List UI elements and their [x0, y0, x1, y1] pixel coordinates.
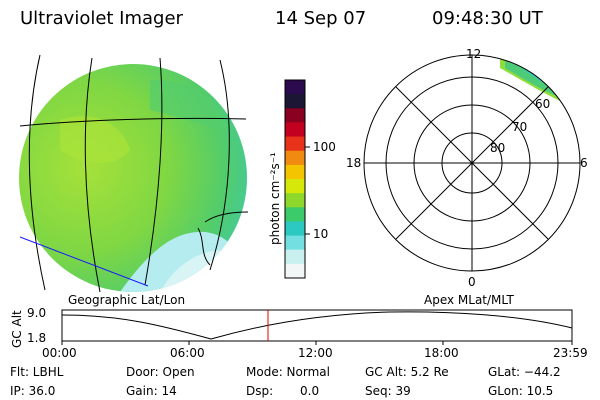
- mlt-label-12: 12: [466, 47, 482, 61]
- colorbar-segment: [285, 207, 305, 222]
- page-title: Ultraviolet Imager: [20, 8, 183, 29]
- info-glat: GLat: −44.2: [488, 365, 561, 379]
- left-map-caption: Geographic Lat/Lon: [68, 293, 186, 307]
- colorbar-tick-100: 100: [313, 140, 336, 154]
- colorbar-segment: [285, 94, 305, 109]
- xtick-1800: 18:00: [424, 346, 459, 360]
- colorbar: [284, 79, 310, 279]
- mlt-label-6: 6: [580, 156, 588, 170]
- colorbar-segment: [285, 80, 305, 95]
- xtick-1200: 12:00: [298, 346, 333, 360]
- mlt-label-0: 0: [468, 275, 476, 289]
- header-time: 09:48:30 UT: [432, 8, 543, 29]
- info-gain: Gain: 14: [126, 384, 177, 398]
- info-glon: GLon: 10.5: [488, 384, 554, 398]
- xtick-0600: 06:00: [170, 346, 205, 360]
- colorbar-segment: [285, 235, 305, 251]
- info-ip: IP: 36.0: [10, 384, 56, 398]
- colorbar-segment: [285, 179, 305, 194]
- colorbar-unit-label: photon cm⁻²s⁻¹: [268, 152, 282, 245]
- info-door: Door: Open: [126, 365, 195, 379]
- colorbar-tick-10: 10: [313, 227, 329, 241]
- colorbar-segment: [285, 193, 305, 208]
- colorbar-segment: [285, 150, 305, 166]
- info-seq: Seq: 39: [365, 384, 411, 398]
- polar-map-caption: Apex MLat/MLT: [424, 293, 514, 307]
- altitude-ytick-9: 9.0: [27, 306, 47, 320]
- altitude-ytick-1: 1.8: [27, 331, 47, 345]
- mlat-label-70: 70: [512, 120, 528, 134]
- mlat-label-80: 80: [490, 141, 506, 155]
- left-auroral-image: [19, 54, 249, 293]
- mlat-label-60: 60: [535, 97, 551, 111]
- mlt-label-18: 18: [346, 156, 362, 170]
- info-flt: Flt: LBHL: [10, 365, 64, 379]
- info-dsp-label: Dsp:: [246, 384, 274, 398]
- altitude-plot: [61, 309, 573, 345]
- altitude-ylabel: GC Alt: [10, 310, 24, 348]
- info-gc-alt: GC Alt: 5.2 Re: [365, 365, 449, 379]
- xtick-2359: 23:59: [553, 346, 588, 360]
- info-mode: Mode: Normal: [246, 365, 330, 379]
- colorbar-segment: [285, 164, 305, 180]
- colorbar-segment: [285, 221, 305, 237]
- colorbar-segment: [285, 249, 305, 265]
- colorbar-segment: [285, 136, 305, 152]
- colorbar-segment: [285, 108, 305, 123]
- info-dsp-value: 0.0: [300, 384, 320, 398]
- xtick-0000: 00:00: [42, 346, 77, 360]
- colorbar-segment: [285, 263, 305, 279]
- polar-plot: [363, 54, 581, 272]
- colorbar-segment: [285, 122, 305, 138]
- header-date: 14 Sep 07: [275, 8, 367, 29]
